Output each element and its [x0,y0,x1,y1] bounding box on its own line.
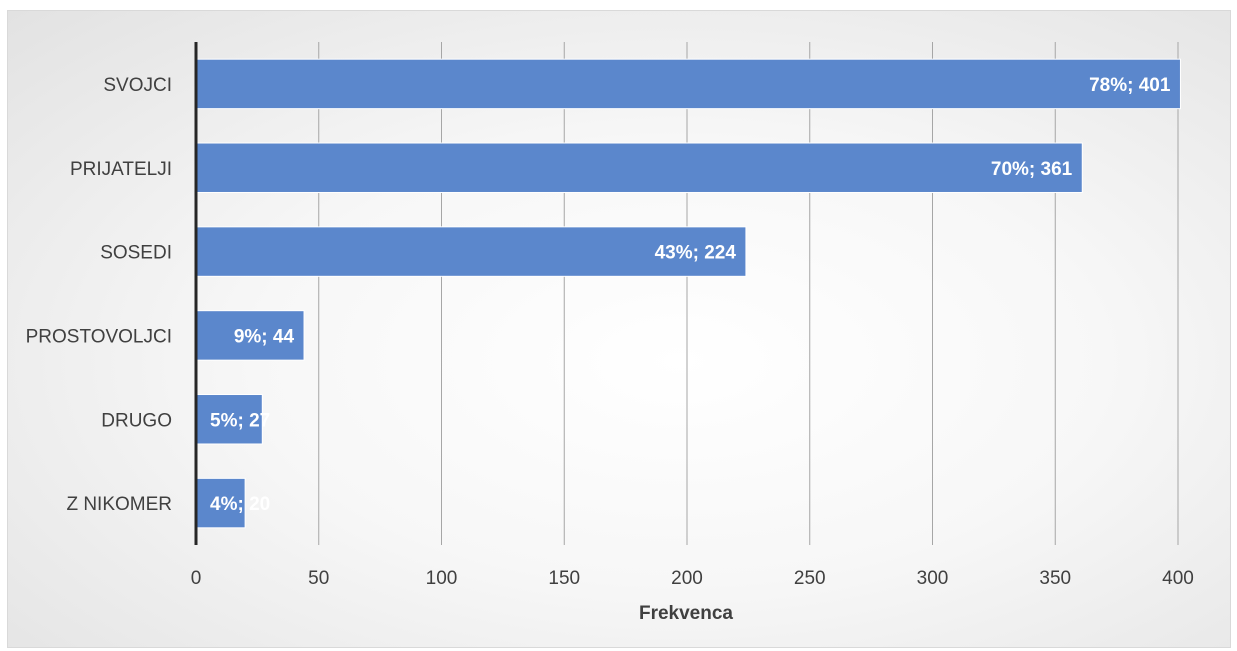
data-label: 43%; 224 [655,243,737,264]
data-labels: 78%; 401 70%; 361 43%; 224 9%; 44 5%; 27 4%; … [210,75,1171,515]
x-tick-label: 0 [191,568,202,589]
x-tick-labels: 0 50 100 150 200 250 300 350 400 [191,568,1194,589]
x-tick-label: 100 [426,568,458,589]
bar-prostovoljci [195,310,305,361]
data-label: 5%; 27 [210,410,270,431]
bars [195,58,1181,529]
bar-svojci [195,58,1181,110]
category-label: PRIJATELJI [70,159,172,180]
x-tick-label: 150 [548,568,580,589]
data-label: 70%; 361 [991,159,1073,180]
data-label: 78%; 401 [1089,75,1171,96]
category-label: Z NIKOMER [66,494,172,515]
category-label: SVOJCI [103,75,172,96]
x-axis-title: Frekvenca [639,603,733,624]
category-label: DRUGO [101,410,172,431]
x-tick-label: 300 [917,568,949,589]
category-label: SOSEDI [100,243,172,264]
x-tick-label: 50 [308,568,329,589]
bar-z-nikomer [195,477,246,529]
bar-sosedi [195,226,747,277]
x-tick-label: 350 [1039,568,1071,589]
category-label: PROSTOVOLJCI [26,326,172,347]
data-label: 4%; 20 [210,494,270,515]
x-tick-label: 250 [794,568,826,589]
x-tick-label: 200 [671,568,703,589]
category-labels: SVOJCI PRIJATELJI SOSEDI PROSTOVOLJCI DRUGO Z… [26,75,172,515]
gridlines [318,42,1179,545]
bar-drugo [195,394,263,445]
data-label: 9%; 44 [234,326,295,347]
bar-prijatelji [195,142,1083,193]
x-tick-label: 400 [1162,568,1194,589]
